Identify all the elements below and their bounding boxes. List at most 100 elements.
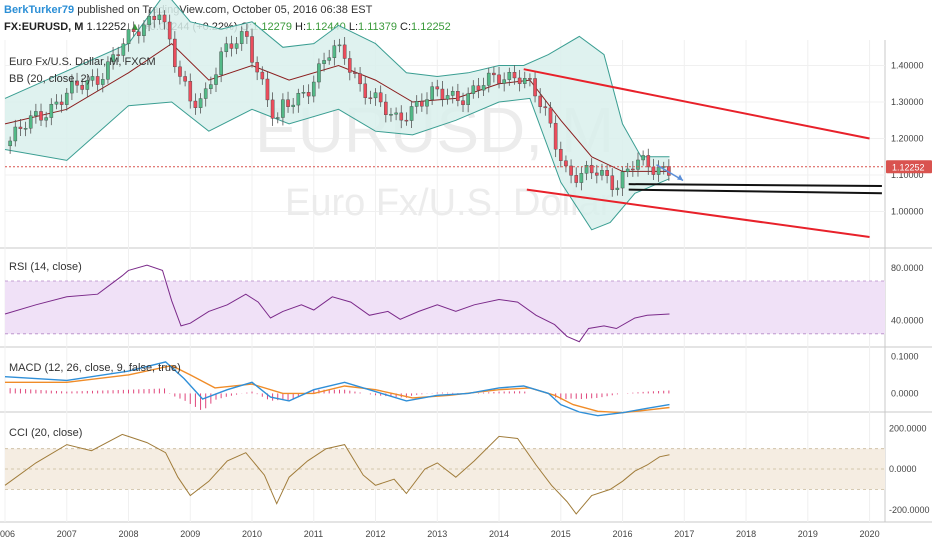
candle-body[interactable] <box>368 97 373 99</box>
candle-body[interactable] <box>584 165 589 174</box>
candle-body[interactable] <box>409 106 414 121</box>
candle-body[interactable] <box>492 72 496 76</box>
candle-body[interactable] <box>198 98 203 108</box>
candle-body[interactable] <box>404 119 409 122</box>
candle-body[interactable] <box>70 80 74 94</box>
candle-body[interactable] <box>157 14 162 20</box>
candle-body[interactable] <box>39 111 43 121</box>
candle-body[interactable] <box>306 92 311 97</box>
support-line[interactable] <box>628 188 882 195</box>
candle-body[interactable] <box>8 140 12 147</box>
candle-body[interactable] <box>651 166 656 175</box>
candle-body[interactable] <box>250 36 254 63</box>
candle-body[interactable] <box>255 62 259 73</box>
candle-body[interactable] <box>394 112 398 115</box>
candle-body[interactable] <box>512 72 517 79</box>
candle-body[interactable] <box>605 170 609 176</box>
candle-body[interactable] <box>595 172 599 176</box>
candle-body[interactable] <box>178 66 182 77</box>
candle-body[interactable] <box>209 84 213 89</box>
candle-body[interactable] <box>471 85 476 94</box>
candle-body[interactable] <box>219 51 223 75</box>
candle-body[interactable] <box>450 91 455 96</box>
candle-body[interactable] <box>440 88 445 100</box>
candle-body[interactable] <box>59 101 64 105</box>
candle-body[interactable] <box>347 58 352 73</box>
channel-line[interactable] <box>523 68 870 140</box>
candle-body[interactable] <box>600 170 604 176</box>
candle-body[interactable] <box>183 76 187 82</box>
channel-line[interactable] <box>526 188 870 239</box>
candle-body[interactable] <box>497 74 501 84</box>
candle-body[interactable] <box>456 91 460 101</box>
candle-body[interactable] <box>95 76 100 85</box>
macd-pane[interactable] <box>4 361 670 417</box>
candle-body[interactable] <box>358 73 362 85</box>
candle-body[interactable] <box>239 31 244 44</box>
candle-body[interactable] <box>80 85 84 90</box>
support-line[interactable] <box>628 183 882 187</box>
candle-body[interactable] <box>538 95 543 107</box>
candle-body[interactable] <box>625 168 630 173</box>
candle-body[interactable] <box>620 171 625 189</box>
rsi-line[interactable] <box>4 264 670 343</box>
candle-body[interactable] <box>193 100 198 108</box>
candle-body[interactable] <box>414 101 419 107</box>
candle-body[interactable] <box>311 81 316 97</box>
candle-body[interactable] <box>116 54 121 56</box>
candle-body[interactable] <box>106 61 110 80</box>
candle-body[interactable] <box>548 107 553 124</box>
candle-body[interactable] <box>203 88 208 99</box>
macd-signal-line[interactable] <box>5 364 670 414</box>
candle-body[interactable] <box>54 101 59 105</box>
candle-body[interactable] <box>270 99 275 119</box>
candle-body[interactable] <box>229 43 234 49</box>
candle-body[interactable] <box>528 78 532 80</box>
candle-body[interactable] <box>517 77 522 84</box>
candle-body[interactable] <box>64 92 69 105</box>
candle-body[interactable] <box>131 29 136 33</box>
candle-body[interactable] <box>486 72 491 86</box>
candle-body[interactable] <box>281 99 285 118</box>
candle-body[interactable] <box>75 80 79 86</box>
candle-body[interactable] <box>646 155 651 168</box>
candle-body[interactable] <box>353 72 357 74</box>
candle-body[interactable] <box>13 126 18 142</box>
candle-body[interactable] <box>378 92 383 103</box>
candle-body[interactable] <box>85 80 90 90</box>
candle-body[interactable] <box>214 74 218 85</box>
candle-body[interactable] <box>615 187 620 190</box>
candle-body[interactable] <box>162 14 167 23</box>
candle-body[interactable] <box>121 43 126 56</box>
candle-body[interactable] <box>188 81 193 102</box>
candle-body[interactable] <box>641 155 645 161</box>
candle-body[interactable] <box>522 78 527 84</box>
candle-body[interactable] <box>579 173 584 183</box>
candle-body[interactable] <box>435 86 440 90</box>
candle-body[interactable] <box>656 166 661 175</box>
candle-body[interactable] <box>553 122 558 150</box>
candle-body[interactable] <box>332 45 337 58</box>
candle-body[interactable] <box>260 71 265 80</box>
candle-body[interactable] <box>461 100 465 105</box>
candle-body[interactable] <box>466 93 470 105</box>
candle-body[interactable] <box>291 104 295 107</box>
candle-body[interactable] <box>126 29 131 45</box>
candle-body[interactable] <box>44 117 48 121</box>
candle-body[interactable] <box>317 63 321 83</box>
candle-body[interactable] <box>373 92 378 99</box>
candle-body[interactable] <box>90 76 95 81</box>
candle-body[interactable] <box>425 99 429 107</box>
candle-body[interactable] <box>445 95 450 100</box>
candle-body[interactable] <box>28 115 33 129</box>
candle-body[interactable] <box>234 43 239 49</box>
candle-body[interactable] <box>275 117 280 119</box>
candle-body[interactable] <box>142 24 146 36</box>
candle-body[interactable] <box>589 165 594 174</box>
candle-body[interactable] <box>558 149 563 161</box>
candle-body[interactable] <box>111 54 115 62</box>
candle-body[interactable] <box>610 175 615 190</box>
candle-body[interactable] <box>167 21 172 40</box>
candle-body[interactable] <box>507 72 512 80</box>
